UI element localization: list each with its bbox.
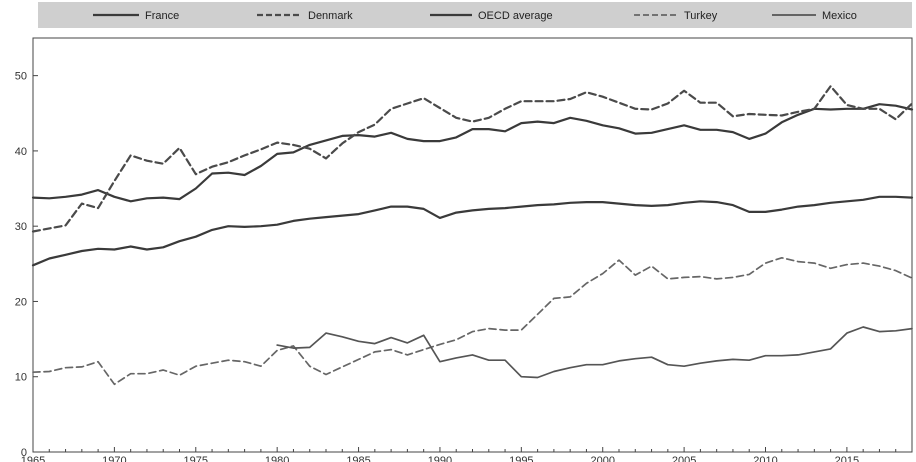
y-tick-label: 50 (15, 71, 27, 83)
x-tick-label: 1995 (509, 455, 533, 462)
x-tick-label: 2005 (672, 455, 696, 462)
x-tick-label: 1965 (21, 455, 45, 462)
y-tick-label: 0 (21, 447, 27, 459)
legend-label: Turkey (684, 10, 718, 22)
y-tick-label: 30 (15, 221, 27, 233)
legend-label: Denmark (308, 10, 353, 22)
y-tick-label: 20 (15, 296, 27, 308)
x-tick-label: 1980 (265, 455, 289, 462)
legend-label: Mexico (822, 10, 857, 22)
x-tick-label: 1970 (102, 455, 126, 462)
plot-frame (32, 37, 913, 453)
y-tick-label: 40 (15, 146, 27, 158)
x-tick-label: 2000 (590, 455, 614, 462)
legend-label: France (145, 10, 179, 22)
series-line-oecd-average (31, 195, 914, 267)
x-tick-label: 1985 (346, 455, 370, 462)
series-line-france (31, 103, 914, 203)
legend-bar (38, 2, 912, 28)
series-line-turkey (32, 256, 913, 386)
legend-label: OECD average (478, 10, 553, 22)
x-tick-label: 2015 (835, 455, 859, 462)
x-tick-label: 2010 (753, 455, 777, 462)
y-tick-label: 10 (15, 372, 27, 384)
x-tick-label: 1990 (428, 455, 452, 462)
series-line-denmark (31, 85, 914, 233)
x-tick-label: 1975 (184, 455, 208, 462)
series-line-mexico (276, 326, 913, 379)
